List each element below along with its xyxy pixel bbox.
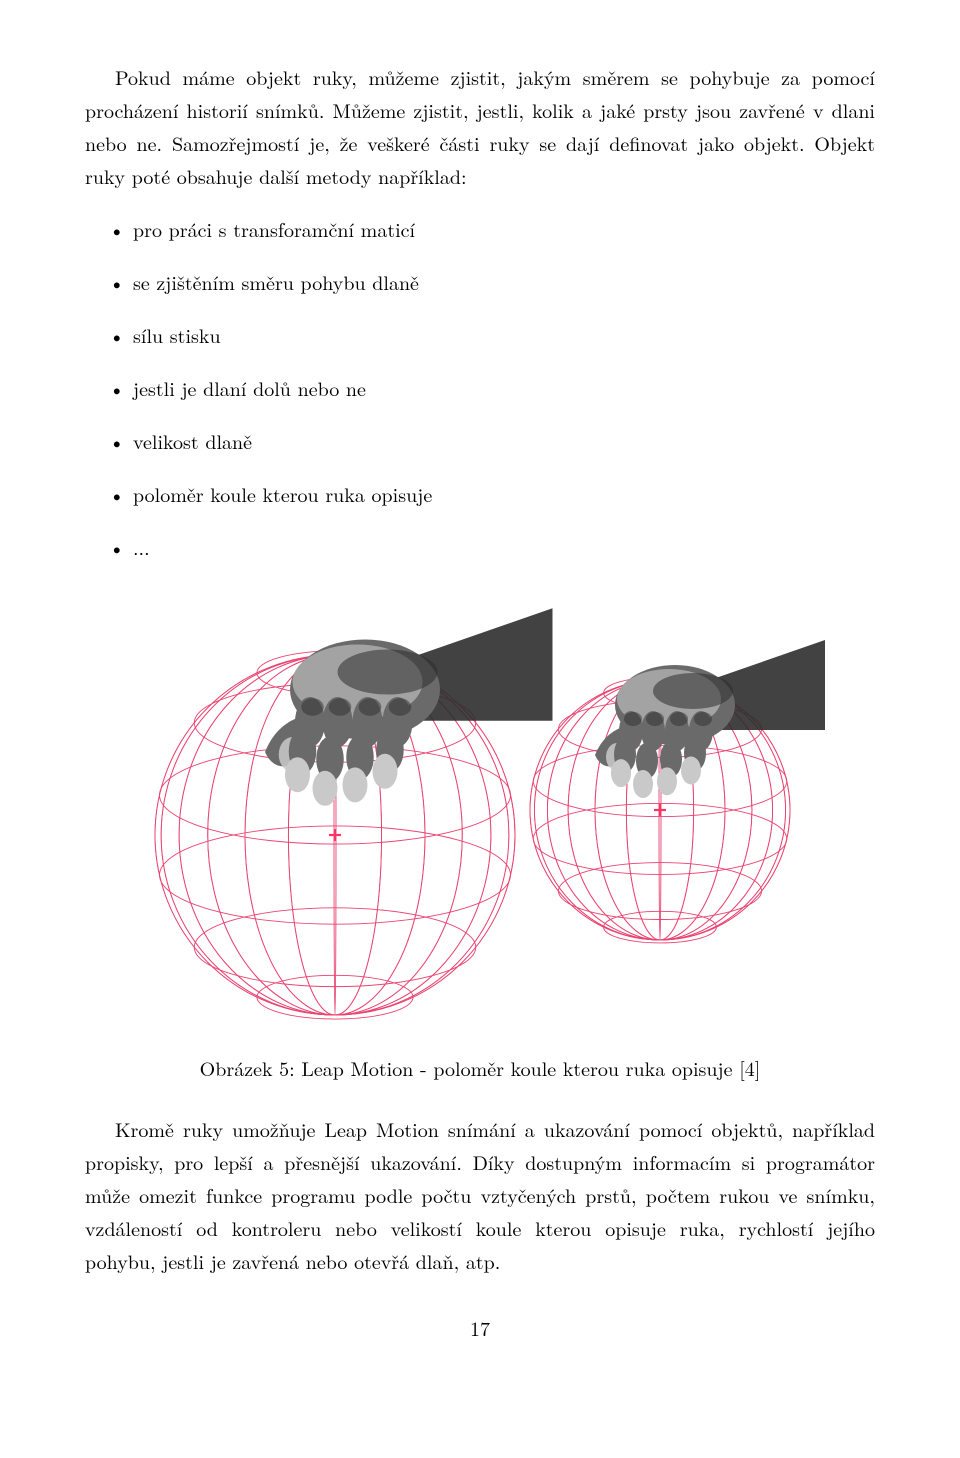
body-paragraph-2: Kromě ruky umožňuje Leap Motion snímání … [85, 1112, 875, 1277]
figure-caption: Obrázek 5: Leap Motion - poloměr koule k… [85, 1051, 875, 1084]
figure-5: Obrázek 5: Leap Motion - poloměr koule k… [85, 585, 875, 1084]
list-item: poloměr koule kterou ruka opisuje [85, 477, 875, 510]
list-item: jestli je dlaní dolů nebo ne [85, 371, 875, 404]
body-paragraph-1: Pokud máme objekt ruky, můžeme zjistit, … [85, 60, 875, 192]
leap-motion-figure-svg [100, 585, 860, 1025]
method-list: pro práci s transforamční maticí se zjiš… [85, 212, 875, 563]
list-item: sílu stisku [85, 318, 875, 351]
list-item: pro práci s transforamční maticí [85, 212, 875, 245]
page-number: 17 [85, 1311, 875, 1344]
list-item: se zjištěním směru pohybu dlaně [85, 265, 875, 298]
list-item: velikost dlaně [85, 424, 875, 457]
list-item: ... [85, 530, 875, 563]
